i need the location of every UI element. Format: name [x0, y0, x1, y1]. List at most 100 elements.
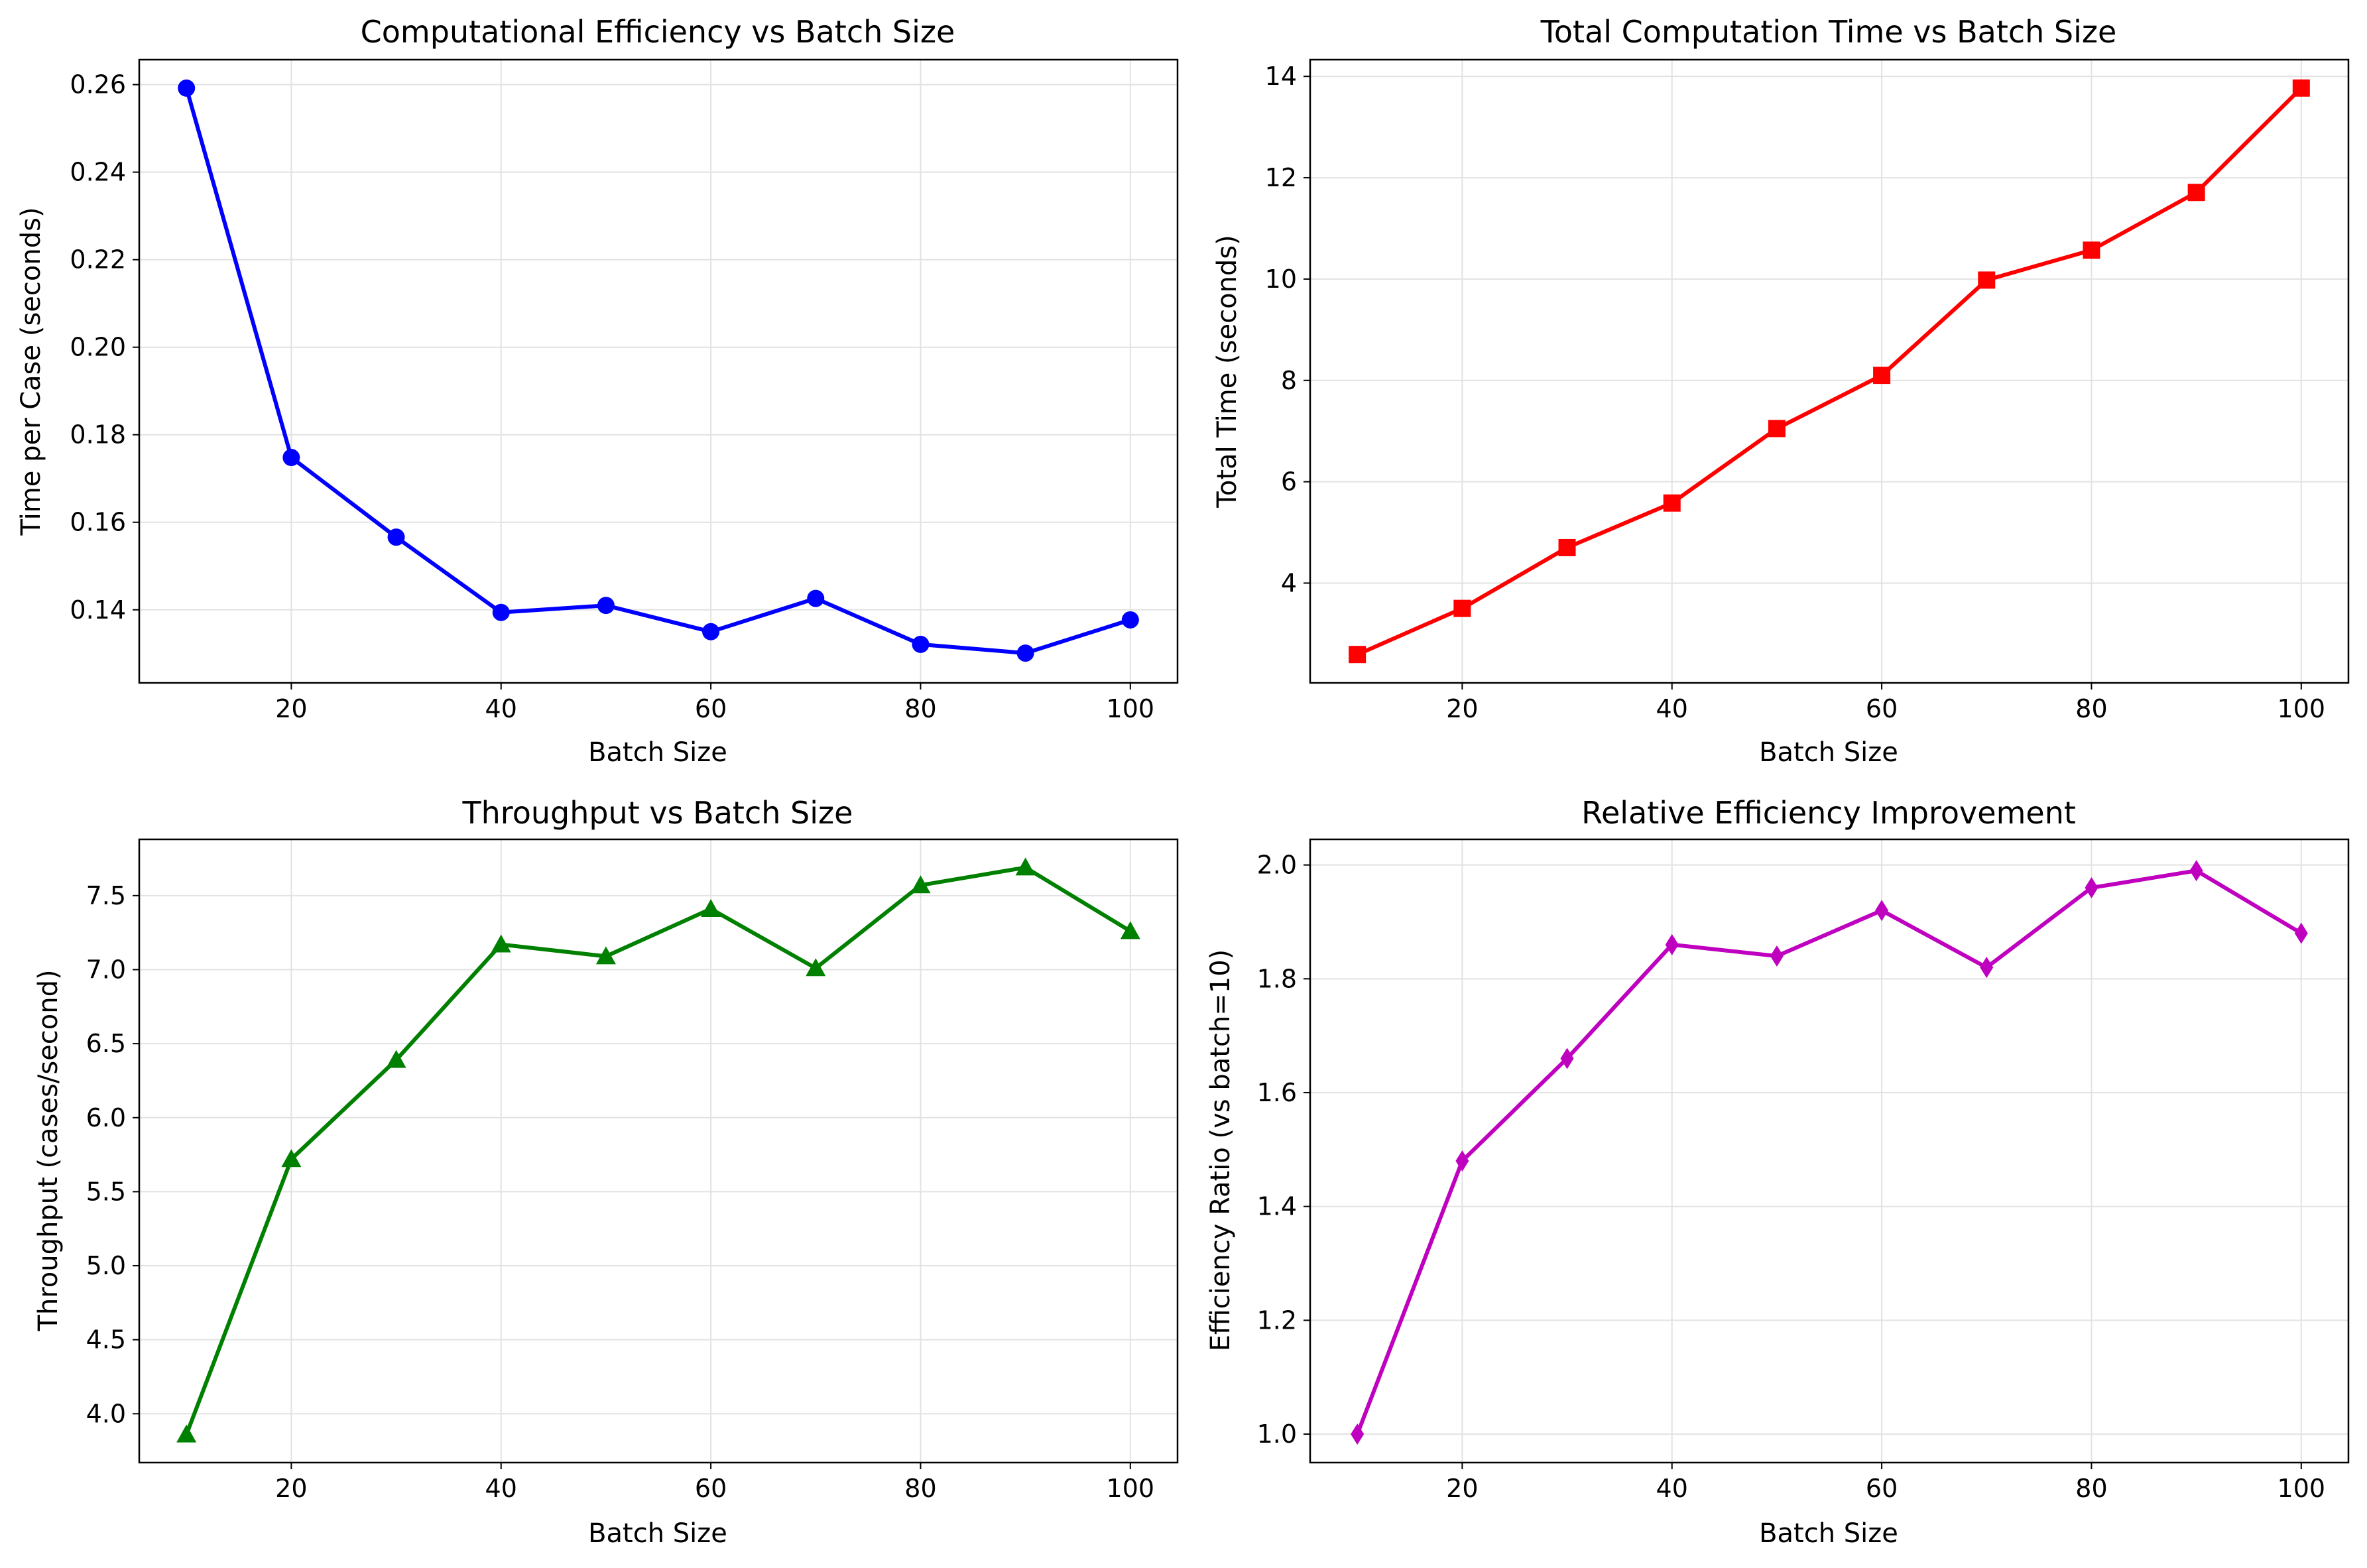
plot-area: 20 40 60 80 100 4 6 8 10 12 14 [1265, 58, 2350, 723]
data-point [492, 603, 510, 621]
data-point [386, 1050, 406, 1068]
plot-frame [1309, 58, 2350, 684]
x-tick-label: 20 [1446, 1474, 1478, 1503]
data-point [1980, 957, 1994, 979]
y-tick-label: 5.5 [86, 1177, 126, 1206]
data-point [1873, 367, 1891, 385]
y-tick-label: 6 [1281, 467, 1297, 497]
data-point [1558, 538, 1576, 556]
chart-panel-3: Throughput vs Batch Size Batch Size Thro… [33, 795, 1179, 1549]
series-line [184, 86, 1132, 656]
chart-panel-2: Total Computation Time vs Batch Size Bat… [1212, 14, 2350, 768]
x-tick-label: 40 [1656, 1474, 1688, 1503]
y-tick-label: 5.0 [86, 1251, 126, 1280]
data-point [1768, 420, 1786, 438]
y-tick-label: 4 [1281, 568, 1297, 597]
x-tick-label: 100 [2277, 694, 2326, 723]
x-tick-label: 60 [695, 694, 727, 723]
series-line [1355, 86, 2303, 657]
data-point [387, 528, 405, 546]
y-tick-label: 1.6 [1257, 1078, 1297, 1107]
data-point [2292, 79, 2310, 97]
chart-title: Relative Efficiency Improvement [1581, 795, 2076, 831]
y-tick-label: 0.16 [70, 508, 126, 537]
y-tick-label: 1.8 [1257, 964, 1297, 993]
data-point [807, 589, 825, 607]
y-tick-label: 7.5 [86, 881, 126, 910]
y-tick-label: 1.4 [1257, 1192, 1297, 1221]
x-tick-label: 60 [1866, 1474, 1898, 1503]
data-point [806, 958, 826, 977]
data-point [1455, 1150, 1469, 1172]
y-tick-label: 8 [1281, 366, 1297, 395]
x-tick-label: 80 [904, 694, 936, 723]
x-axis-label: Batch Size [1759, 737, 1898, 768]
data-point [910, 875, 931, 894]
y-tick-label: 0.18 [70, 420, 126, 450]
y-tick-label: 7.0 [86, 955, 126, 984]
data-point [912, 635, 930, 653]
data-point [1349, 646, 1366, 664]
y-tick-label: 1.0 [1257, 1419, 1297, 1449]
chart-title: Throughput vs Batch Size [462, 795, 853, 831]
data-point [2085, 876, 2098, 898]
plot-area: 20 40 60 80 100 1.0 1.2 1.4 1.6 1.8 2.0 [1257, 838, 2350, 1503]
y-tick-label: 14 [1265, 62, 1297, 91]
y-tick-label: 6.0 [86, 1103, 126, 1132]
data-point [1665, 934, 1679, 955]
y-tick-label: 12 [1265, 163, 1297, 192]
data-point [1560, 1048, 1574, 1069]
data-point [2083, 241, 2100, 259]
data-point [1016, 644, 1034, 662]
chart-panel-1: Computational Efficiency vs Batch Size B… [16, 14, 1179, 768]
y-tick-label: 0.26 [70, 70, 126, 99]
x-tick-label: 100 [1107, 1474, 1155, 1503]
data-point [2294, 922, 2308, 944]
y-tick-label: 0.22 [70, 245, 126, 274]
x-tick-label: 40 [485, 1474, 517, 1503]
chart-title: Total Computation Time vs Batch Size [1540, 14, 2117, 50]
x-axis-label: Batch Size [588, 737, 727, 768]
data-point [1120, 921, 1140, 939]
y-tick-label: 0.14 [70, 595, 126, 625]
plot-frame [1309, 838, 2350, 1464]
data-point [597, 597, 615, 615]
data-point [1875, 900, 1889, 922]
x-tick-label: 60 [1866, 694, 1898, 723]
y-axis-label: Total Time (seconds) [1212, 235, 1243, 508]
x-tick-label: 100 [2277, 1474, 2326, 1503]
series-line [184, 865, 1132, 1437]
data-point [1770, 945, 1784, 967]
x-tick-label: 60 [695, 1474, 727, 1503]
y-tick-label: 4.0 [86, 1399, 126, 1428]
x-tick-label: 80 [2075, 1474, 2107, 1503]
y-tick-label: 0.20 [70, 333, 126, 362]
data-point [178, 79, 196, 97]
data-point [1015, 857, 1036, 876]
plot-frame [138, 58, 1179, 684]
y-axis-label: Time per Case (seconds) [16, 207, 46, 536]
y-tick-label: 0.24 [70, 158, 126, 187]
data-point [282, 449, 300, 467]
y-tick-label: 6.5 [86, 1029, 126, 1058]
plot-area: 20 40 60 80 100 0.14 0.16 0.18 0.20 0.22 0.24 0.26 [70, 58, 1179, 723]
data-point [701, 898, 721, 917]
y-tick-label: 1.2 [1257, 1305, 1297, 1335]
data-point [702, 623, 720, 640]
x-axis-label: Batch Size [1759, 1518, 1898, 1549]
data-point [176, 1424, 197, 1443]
data-point [1121, 611, 1139, 629]
chart-title: Computational Efficiency vs Batch Size [361, 14, 955, 50]
x-tick-label: 20 [1446, 694, 1478, 723]
y-tick-label: 10 [1265, 265, 1297, 294]
series-line [1355, 869, 2303, 1437]
x-tick-label: 40 [485, 694, 517, 723]
plot-frame [138, 838, 1179, 1464]
data-point [1351, 1423, 1365, 1445]
x-tick-label: 80 [2075, 694, 2107, 723]
data-point [1663, 494, 1681, 512]
data-point [1978, 271, 1996, 289]
y-tick-label: 2.0 [1257, 851, 1297, 880]
x-tick-label: 20 [275, 1474, 307, 1503]
